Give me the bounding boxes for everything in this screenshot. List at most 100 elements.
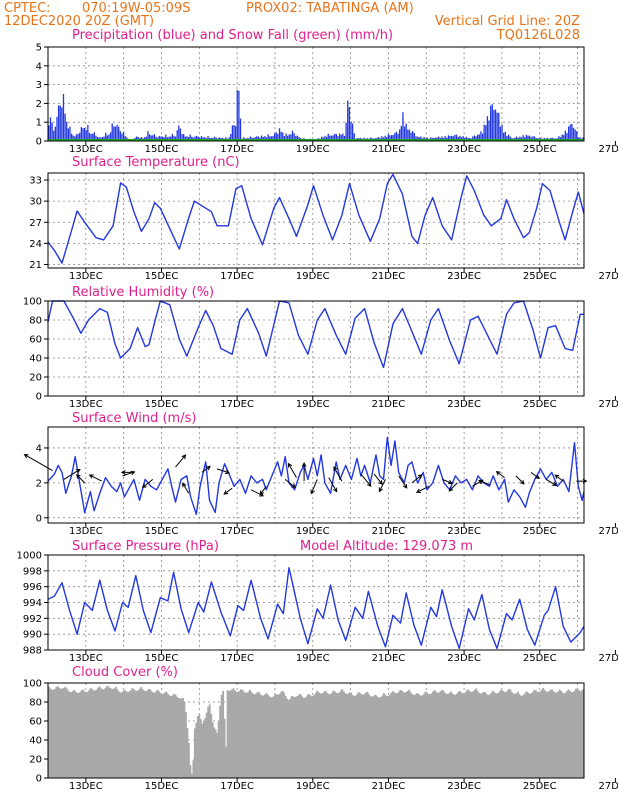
cloud-bar	[511, 692, 513, 778]
cloud-bar	[327, 694, 330, 778]
cloud-bar	[179, 698, 181, 778]
cloud-bar	[374, 694, 376, 778]
cloud-bar	[385, 695, 388, 778]
cloud-bar	[476, 690, 479, 778]
cloud-bar	[275, 694, 278, 778]
cloud-xtick-label: 17DEC	[220, 781, 254, 792]
wind-xtick-label: 17DEC	[220, 526, 254, 537]
cloud-title: Cloud Cover (%)	[72, 665, 178, 680]
pressure-plot: 988 990 992 994 996 998 1000 13DEC 15DEC 17DEC 19D…	[17, 551, 618, 665]
precip-bar	[160, 136, 162, 141]
cloud-bar	[249, 689, 251, 778]
humidity-frame	[47, 300, 585, 397]
precip-bar	[257, 136, 260, 141]
precip-bar	[347, 100, 349, 141]
precip-bar	[413, 133, 415, 141]
cloud-bar	[117, 691, 120, 778]
cloud-bar	[448, 693, 451, 778]
precip-bar	[82, 128, 84, 141]
humidity-ytick-label: 100	[23, 297, 42, 308]
cloud-bar	[546, 691, 549, 778]
cloud-bar	[316, 690, 318, 778]
wind-vector-arrow	[310, 479, 318, 495]
temperature-ytick-label: 33	[29, 176, 42, 187]
cloud-bar	[71, 691, 74, 778]
cloud-xtick-label: 13DEC	[69, 781, 103, 792]
wind-vector-arrow	[141, 479, 154, 489]
precip-bar	[348, 107, 350, 141]
cloud-bar	[305, 696, 308, 778]
precip-bar	[260, 135, 263, 141]
precip-bar	[491, 104, 493, 141]
cloud-bar	[216, 733, 219, 778]
temperature-ytick-label: 21	[29, 260, 42, 271]
precip-bar	[415, 136, 417, 141]
cloud-bar	[570, 692, 573, 778]
precip-bar	[87, 124, 89, 141]
wind-ytick-label: 0	[36, 513, 42, 524]
panel-cloud-cover: Cloud Cover (%) 0 20 40 60 80 100 13DEC 15DEC 17…	[23, 665, 618, 792]
precip-bar	[293, 133, 295, 141]
precip-bar	[181, 134, 183, 141]
precip-bar	[152, 135, 154, 141]
cloud-xtick-label: 19DEC	[296, 781, 330, 792]
cloud-bar	[533, 689, 536, 778]
precip-bar	[158, 135, 160, 141]
cloud-bar	[254, 693, 257, 778]
precip-frame	[47, 46, 585, 142]
cloud-bar	[344, 693, 347, 778]
precip-bar	[486, 116, 489, 141]
cloud-bar	[140, 687, 143, 778]
humidity-xtick-label: 19DEC	[296, 399, 330, 410]
precip-bar	[290, 134, 292, 141]
precip-bar	[103, 136, 105, 141]
precip-bar	[525, 134, 528, 141]
cloud-bar	[560, 690, 563, 778]
cloud-bar	[399, 689, 402, 778]
cloud-bar	[451, 693, 454, 778]
cloud-bar	[204, 718, 207, 778]
cloud-bar	[329, 694, 332, 778]
humidity-xtick-label: 25DEC	[523, 399, 557, 410]
cloud-bar	[243, 691, 245, 778]
precip-bar	[400, 125, 402, 141]
precip-bar	[59, 105, 61, 141]
cloud-bar	[482, 691, 485, 778]
precip-bar	[178, 125, 180, 141]
pressure-ytick-label: 996	[23, 582, 42, 593]
cloud-bar	[341, 688, 344, 778]
cloud-bar	[311, 696, 314, 778]
cloud-bar	[262, 695, 265, 778]
precip-bar	[395, 131, 398, 141]
precip-bar	[168, 136, 170, 141]
cloud-bar	[68, 691, 71, 778]
cloud-bar	[153, 692, 156, 778]
cloud-bar	[250, 691, 253, 778]
pressure-xtick-label: 19DEC	[296, 653, 330, 664]
precip-bar	[407, 129, 409, 141]
cloud-bar	[168, 695, 171, 778]
cloud-bar	[575, 688, 577, 778]
precip-bar	[291, 130, 294, 141]
precip-bar	[515, 136, 518, 141]
precip-bar	[325, 136, 328, 141]
precip-bar	[462, 136, 464, 141]
cloud-bar	[500, 689, 503, 778]
cloud-bar	[193, 728, 196, 778]
cloud-bar	[460, 692, 463, 778]
cloud-xtick-label: 27DEC	[599, 781, 618, 792]
cloud-bar	[277, 694, 280, 778]
precip-bar	[389, 135, 391, 141]
precip-bar	[561, 134, 563, 141]
precip-bar	[488, 120, 490, 141]
precip-bar	[161, 136, 164, 141]
cloud-bar	[64, 686, 67, 778]
precip-bar	[410, 132, 412, 141]
cloud-bar	[330, 692, 333, 778]
cloud-bar	[473, 689, 476, 778]
precip-bar	[267, 134, 269, 141]
temperature-xtick-label: 19DEC	[296, 271, 330, 282]
cloud-bar	[509, 689, 512, 778]
wind-xtick-label: 21DEC	[372, 526, 406, 537]
precip-bar	[189, 134, 191, 141]
